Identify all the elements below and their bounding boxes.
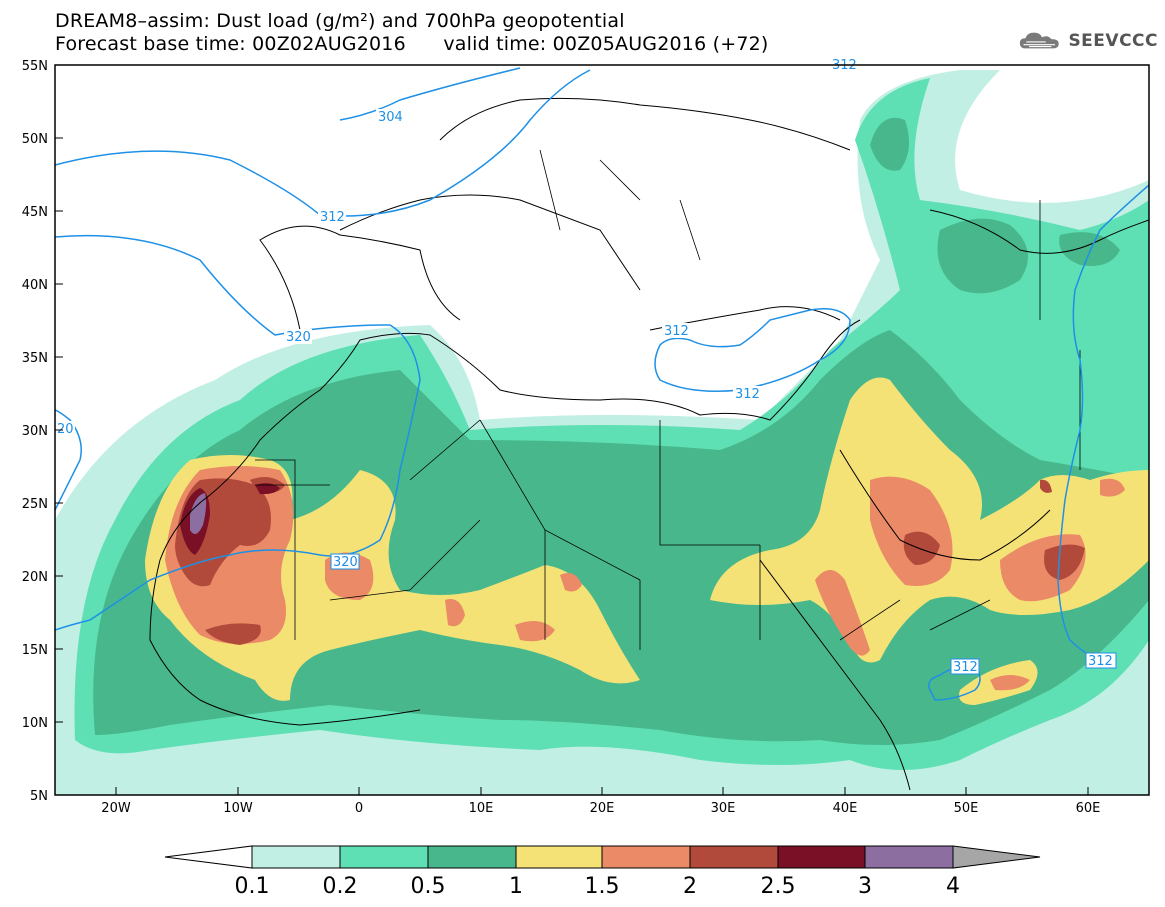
colorbar-label-4: 4: [946, 874, 960, 899]
lat-label-20n: 20N: [22, 570, 48, 585]
lon-label-20w: 20W: [101, 801, 131, 816]
dust-field: [55, 70, 1149, 795]
contour-label-304: 304: [378, 110, 403, 125]
lon-label-10w: 10W: [223, 801, 253, 816]
colorbar-bin-0.5: [427, 845, 517, 869]
lat-label-50n: 50N: [22, 132, 48, 147]
colorbar-label-0.5: 0.5: [411, 874, 446, 899]
colorbar: 0.1 0.2 0.5 1 1.5 2 2.5 3 4: [164, 845, 1041, 899]
lat-label-10n: 10N: [22, 716, 48, 731]
map-title-line-2: Forecast base time: 00Z02AUG2016 valid t…: [55, 33, 769, 55]
contour-label-312-horn: 312: [953, 660, 978, 675]
colorbar-bin-0.1: [251, 845, 341, 869]
colorbar-low-arrow: [164, 845, 253, 869]
dust-level-2-east: [903, 479, 1085, 580]
contour-label-320-north: 320: [286, 330, 311, 345]
longitude-labels: 20W 10W 0 10E 20E 30E 40E 50E 60E: [101, 801, 1100, 816]
lon-label-60e: 60E: [1076, 801, 1101, 816]
cloud-icon: [1019, 32, 1059, 49]
colorbar-label-2: 2: [683, 874, 697, 899]
colorbar-label-2.5: 2.5: [761, 874, 796, 899]
country-borders: [255, 149, 1081, 650]
lat-label-15n: 15N: [22, 643, 48, 658]
lat-label-45n: 45N: [22, 205, 48, 220]
lon-label-30e: 30E: [711, 801, 736, 816]
coastlines: [149, 97, 1149, 791]
colorbar-label-0.2: 0.2: [323, 874, 358, 899]
colorbar-label-1.5: 1.5: [585, 874, 620, 899]
axis-ticks: [55, 64, 1089, 796]
geopotential-contours: [55, 67, 1149, 701]
colorbar-bin-1.5: [601, 845, 691, 869]
contour-label-320-africa: 320: [333, 555, 358, 570]
lon-label-40e: 40E: [833, 801, 858, 816]
colorbar-bin-0.2: [339, 845, 429, 869]
lat-label-55n: 55N: [22, 59, 48, 74]
colorbar-high-arrow: [952, 845, 1041, 869]
lat-label-5n: 5N: [30, 789, 48, 804]
lat-label-30n: 30N: [22, 424, 48, 439]
lon-label-20e: 20E: [590, 801, 615, 816]
colorbar-label-1: 1: [509, 874, 523, 899]
colorbar-bin-3: [864, 845, 954, 869]
lon-label-10e: 10E: [469, 801, 494, 816]
logo-text: SEEVCCC: [1068, 31, 1158, 51]
contour-labels: 304 312 320 312 312 320 312 312 312 20: [55, 58, 1117, 675]
colorbar-label-3: 3: [858, 874, 872, 899]
colorbar-label-0.1: 0.1: [235, 874, 270, 899]
contour-label-320-west-edge: 20: [57, 422, 74, 437]
latitude-labels: 55N 50N 45N 40N 35N 30N 25N 20N 15N 10N …: [22, 59, 48, 804]
map-title-line-1: DREAM8–assim: Dust load (g/m²) and 700hP…: [55, 10, 625, 32]
contour-label-312-med-a: 312: [664, 324, 689, 339]
seevccc-logo: SEEVCCC: [1018, 27, 1158, 55]
lon-label-50e: 50E: [954, 801, 979, 816]
colorbar-bin-1: [515, 845, 603, 869]
colorbar-bin-2.5: [777, 845, 866, 869]
contour-label-312-east: 312: [1088, 654, 1113, 669]
colorbar-bin-2: [689, 845, 779, 869]
dust-level-0.5-north: [870, 117, 1120, 294]
lat-label-35n: 35N: [22, 351, 48, 366]
lat-label-25n: 25N: [22, 497, 48, 512]
contour-label-312-west: 312: [320, 210, 345, 225]
contour-label-312-med-b: 312: [735, 387, 760, 402]
dust-level-3: [190, 493, 207, 534]
lon-label-0: 0: [355, 801, 363, 816]
lat-label-40n: 40N: [22, 278, 48, 293]
